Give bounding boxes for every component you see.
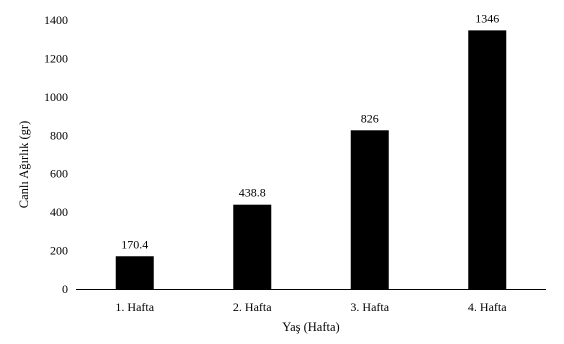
x-axis-title: Yaş (Hafta): [282, 320, 339, 334]
y-tick-label: 200: [50, 244, 68, 258]
y-axis-title: Canlı Ağırlık (gr): [17, 121, 31, 209]
bar-value-label: 826: [361, 111, 379, 125]
y-tick-label: 1400: [44, 13, 68, 27]
x-category-label: 1. Hafta: [115, 300, 154, 314]
y-tick-label: 1000: [44, 90, 68, 104]
y-tick-label: 600: [50, 167, 68, 181]
bar: [350, 130, 389, 289]
y-tick-label: 800: [50, 128, 68, 142]
y-tick-label: 0: [62, 282, 68, 296]
x-axis-categories: 1. Hafta 2. Hafta 3. Hafta 4. Hafta: [115, 300, 507, 314]
x-category-label: 4. Hafta: [468, 300, 507, 314]
bar: [115, 256, 154, 289]
x-category-label: 3. Hafta: [350, 300, 389, 314]
bar-value-label: 438.8: [239, 186, 266, 200]
bar: [233, 204, 272, 289]
bar-value-label: 1346: [475, 11, 499, 25]
bar-value-label: 170.4: [121, 237, 148, 251]
y-tick-label: 1200: [44, 51, 68, 65]
y-tick-label: 400: [50, 205, 68, 219]
bar: [468, 30, 507, 290]
data-labels: 170.4 438.8 826 1346: [121, 11, 499, 251]
x-category-label: 2. Hafta: [233, 300, 272, 314]
y-axis-ticks: 0 200 400 600 800 1000 1200 1400: [44, 13, 68, 296]
bars: [115, 30, 507, 290]
